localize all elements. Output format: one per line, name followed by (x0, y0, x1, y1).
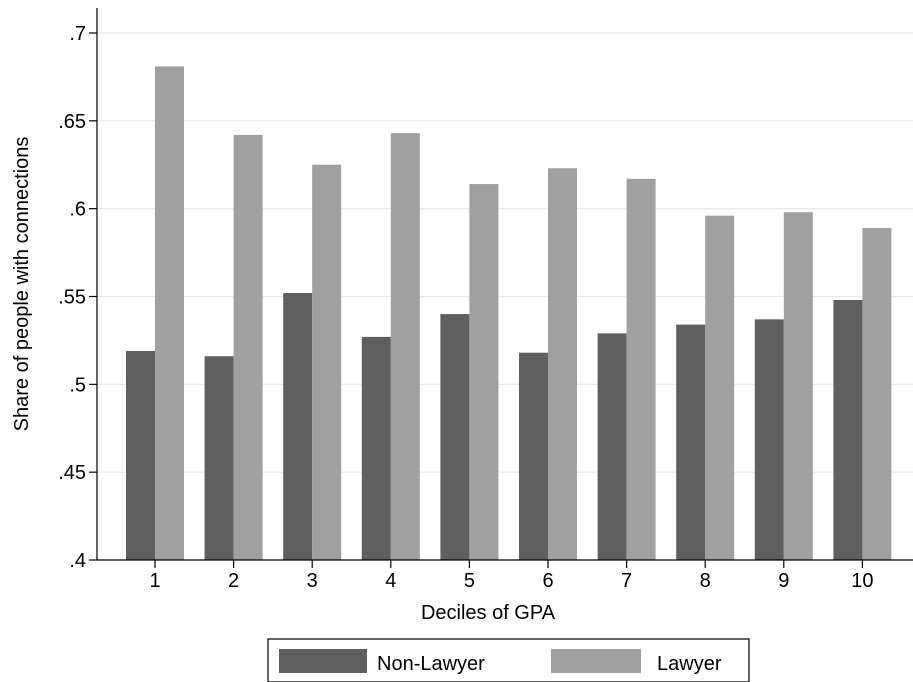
bar-non-lawyer-2 (204, 356, 234, 560)
bar-non-lawyer-9 (754, 319, 784, 560)
bar-non-lawyer-3 (283, 292, 313, 560)
bar-non-lawyer-8 (676, 324, 706, 560)
bar-lawyer-2 (233, 134, 263, 561)
y-ticks: .4 .45 .5 .55 .6 .65 .7 (58, 23, 97, 572)
y-tick-label: .5 (69, 374, 86, 396)
bar-non-lawyer-5 (440, 314, 470, 560)
bars (126, 66, 892, 561)
x-tick-label: 1 (149, 570, 160, 592)
bar-lawyer-1 (155, 66, 184, 561)
x-tick-label: 8 (700, 570, 711, 592)
bar-non-lawyer-10 (833, 300, 863, 560)
y-tick-label: .7 (69, 23, 86, 45)
bar-non-lawyer-4 (361, 336, 391, 560)
x-axis-label: Deciles of GPA (421, 602, 556, 624)
y-tick-label: .6 (69, 199, 86, 221)
legend: Non-Lawyer Lawyer (267, 638, 750, 682)
legend-swatch-lawyer (551, 649, 641, 673)
bar-lawyer-3 (312, 164, 342, 560)
x-ticks: 1 2 3 4 5 6 7 8 9 10 (149, 560, 874, 592)
legend-label-lawyer: Lawyer (657, 653, 722, 675)
bar-lawyer-9 (783, 212, 813, 560)
bar-lawyer-8 (705, 215, 735, 560)
legend-swatch-non-lawyer (279, 649, 367, 673)
x-tick-label: 6 (542, 570, 553, 592)
y-axis-label: Share of people with connections (11, 137, 33, 432)
x-tick-label: 5 (464, 570, 475, 592)
x-tick-label: 2 (228, 570, 239, 592)
x-tick-label: 10 (851, 570, 873, 592)
bar-non-lawyer-1 (126, 350, 155, 560)
bar-non-lawyer-6 (519, 352, 548, 560)
x-tick-label: 4 (385, 570, 396, 592)
y-tick-label: .4 (69, 550, 86, 572)
bar-lawyer-5 (469, 184, 499, 560)
legend-label-non-lawyer: Non-Lawyer (377, 653, 485, 675)
bar-lawyer-10 (862, 227, 892, 561)
bar-lawyer-7 (626, 178, 656, 560)
x-tick-label: 3 (307, 570, 318, 592)
bar-lawyer-6 (548, 168, 577, 560)
y-tick-label: .45 (58, 462, 86, 484)
y-tick-label: .65 (58, 111, 86, 133)
x-tick-label: 7 (621, 570, 632, 592)
y-tick-label: .55 (58, 287, 86, 309)
x-tick-label: 9 (778, 570, 789, 592)
bar-lawyer-4 (390, 133, 420, 560)
bar-non-lawyer-7 (597, 333, 627, 560)
